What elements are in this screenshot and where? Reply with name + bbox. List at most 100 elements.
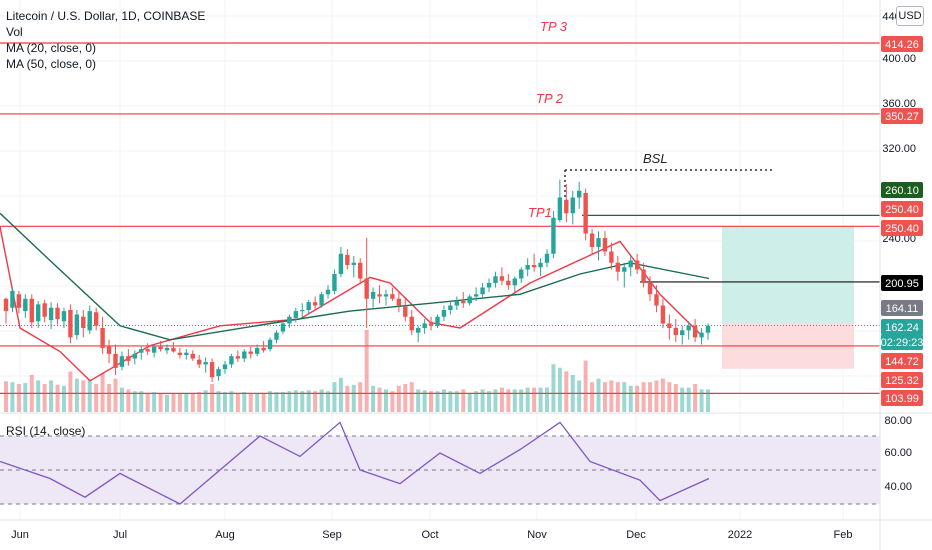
candle-body: [3, 298, 9, 312]
candle-body: [203, 362, 208, 365]
candle-body: [55, 307, 60, 319]
candle-body: [647, 283, 653, 295]
volume-bar: [641, 382, 646, 412]
volume-bar: [177, 393, 182, 412]
volume-bar: [145, 393, 150, 412]
volume-bar: [448, 391, 453, 412]
volume-bar: [332, 382, 337, 412]
x-tick-label: Dec: [626, 529, 646, 541]
candle-body: [557, 197, 563, 220]
candle-body: [692, 325, 698, 338]
volume-bar: [383, 389, 388, 412]
legend-ma20: MA (20, close, 0): [6, 41, 97, 55]
candle-body: [370, 292, 376, 299]
candle-body: [428, 323, 434, 326]
candle-body: [126, 356, 131, 361]
candle-body: [634, 260, 640, 270]
candle-body: [409, 316, 414, 331]
volume-bar: [126, 389, 131, 412]
rsi-legend: RSI (14, close): [6, 424, 86, 438]
volume-bar: [49, 380, 54, 412]
volume-bar: [132, 391, 137, 412]
volume-bar: [570, 375, 575, 412]
candle-body: [680, 330, 685, 336]
candle-body: [576, 190, 582, 198]
volume-bar: [493, 389, 498, 412]
candle-body: [583, 193, 588, 234]
candle-body: [358, 262, 363, 279]
price-tag-label: 164.11: [886, 303, 919, 315]
candle-body: [705, 325, 711, 333]
rsi-line: [0, 421, 710, 505]
volume-bar: [628, 385, 633, 412]
volume-bar: [293, 390, 298, 412]
currency-button[interactable]: USD: [896, 6, 924, 26]
volume-bar: [319, 389, 324, 412]
volume-bar: [248, 393, 253, 412]
volume-bar: [635, 385, 640, 412]
volume-bar: [474, 391, 479, 412]
volume-bar: [287, 391, 292, 412]
candle-body: [641, 269, 646, 283]
candle-body: [383, 294, 389, 297]
price-tag: [881, 220, 923, 236]
volume-bar: [525, 387, 530, 412]
candle-body: [699, 332, 704, 338]
candle-body: [248, 351, 253, 354]
candle-body: [216, 369, 221, 377]
price-tag: [881, 390, 923, 406]
candle-body: [551, 217, 556, 254]
candle-body: [74, 314, 80, 336]
candle-body: [293, 311, 299, 318]
candle-body: [10, 290, 15, 308]
volume-bar: [441, 389, 446, 412]
candle-body: [16, 294, 22, 308]
annotation-label: TP 3: [540, 19, 568, 34]
candle-body: [493, 276, 498, 283]
volume-bar: [693, 384, 698, 412]
ma20-line: [0, 226, 701, 382]
candle-body: [448, 305, 453, 310]
volume-bar: [506, 389, 511, 412]
candle-body: [512, 278, 517, 286]
candle-body: [306, 302, 311, 310]
candle-body: [667, 323, 672, 328]
candle-body: [61, 311, 67, 322]
x-tick-label: Oct: [421, 529, 438, 541]
price-tag: [881, 353, 923, 369]
annotation-label: BSL: [643, 151, 668, 166]
volume-bar: [667, 382, 672, 412]
candle-body: [506, 280, 511, 286]
volume-bar: [345, 385, 350, 412]
volume-bar: [454, 391, 459, 412]
volume-bar: [422, 390, 427, 412]
candle-body: [622, 267, 627, 272]
candle-body: [106, 345, 112, 354]
volume-bar: [654, 380, 659, 412]
candle-body: [415, 328, 421, 333]
volume-bar: [338, 377, 343, 412]
candle-body: [164, 347, 170, 351]
volume-bar: [396, 385, 401, 412]
candle-body: [139, 349, 144, 353]
candle-body: [615, 262, 621, 272]
candle-body: [261, 347, 266, 351]
profit-zone: [722, 226, 854, 324]
volume-bar: [660, 378, 665, 412]
candle-body: [589, 233, 595, 247]
volume-bar: [55, 384, 60, 412]
candle-body: [364, 278, 369, 299]
candle-body: [461, 301, 466, 304]
volume-bar: [16, 384, 21, 412]
rsi-tick-label: 60.00: [884, 447, 912, 459]
price-tag-label: 103.99: [885, 393, 919, 405]
candle-body: [229, 356, 234, 365]
candle-body: [36, 304, 41, 322]
volume-bar: [119, 387, 124, 412]
candle-body: [29, 298, 34, 323]
volume-bar: [371, 385, 376, 412]
volume-bar: [680, 387, 685, 412]
volume-bar: [686, 387, 691, 412]
volume-bar: [577, 380, 582, 412]
